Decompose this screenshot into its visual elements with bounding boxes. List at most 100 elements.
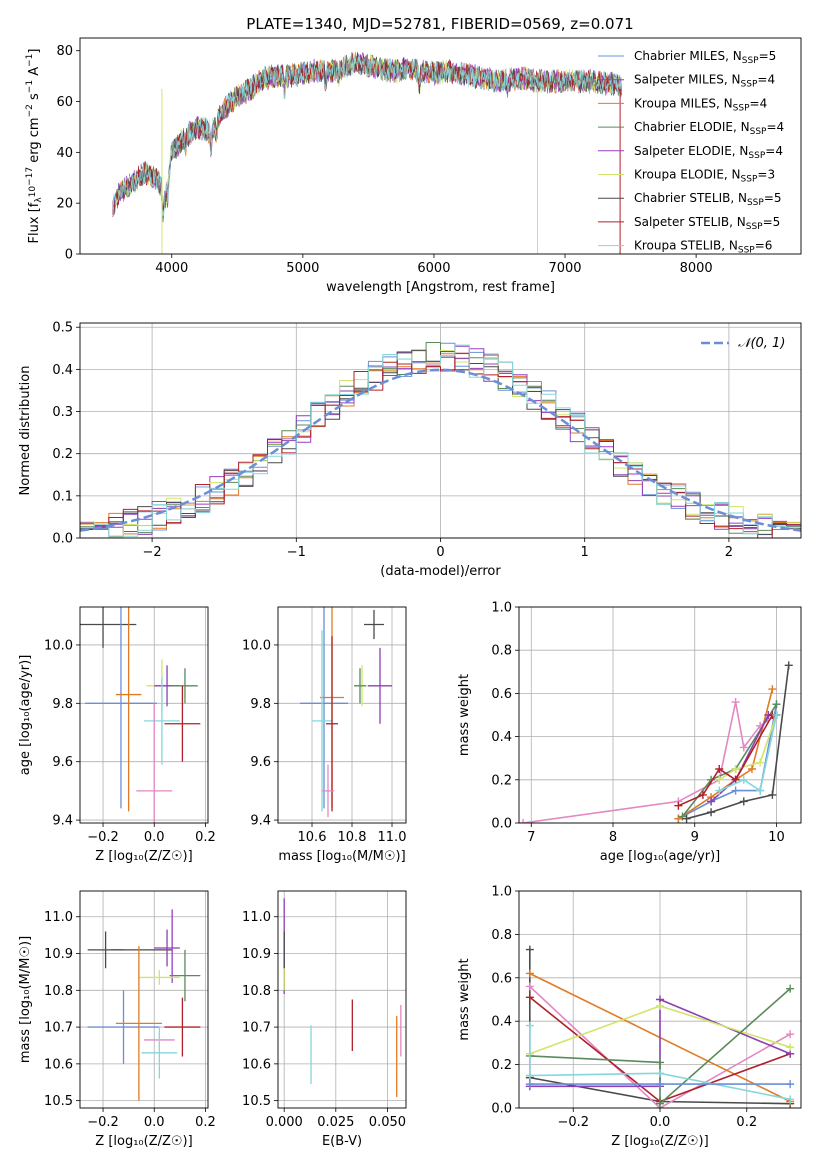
plus-marker xyxy=(656,1069,664,1078)
age_vs_Z-ylabel: age [log₁₀(age/yr)] xyxy=(18,655,33,776)
residuals-xtick-label: 1 xyxy=(581,545,589,560)
legend-label-suffix: =3 xyxy=(757,168,775,182)
residuals-xtick-label: 2 xyxy=(725,545,733,560)
weight_vs_Z-xtick-label: 0.2 xyxy=(736,1115,757,1130)
legend-label-main: Chabrier STELIB, N xyxy=(634,191,747,205)
legend-label-sub: SSP xyxy=(746,222,763,232)
legend-label-suffix: =4 xyxy=(757,73,775,87)
spectrum-xtick-label: 7000 xyxy=(548,261,581,276)
legend-label-main: Salpeter STELIB, N xyxy=(634,215,746,229)
legend-label-main: Salpeter MILES, N xyxy=(634,73,741,87)
plus-marker xyxy=(715,775,724,784)
legend-label: Salpeter MILES, NSSP=4 xyxy=(634,73,775,90)
legend-label-main: Kroupa MILES, N xyxy=(634,96,733,110)
legend-label-sub: SSP xyxy=(750,127,767,137)
weight_vs_Z-xtick-label: −0.2 xyxy=(557,1115,589,1130)
weight_vs_Z-ytick-label: 0.4 xyxy=(491,1015,512,1030)
plus-marker xyxy=(772,711,781,719)
age_vs_Z-ytick-label: 9.6 xyxy=(52,755,73,770)
plus-marker xyxy=(525,1021,534,1030)
plus-marker xyxy=(739,775,748,784)
spectrum-xtick-label: 5000 xyxy=(286,261,319,276)
weight_vs_Z-xlabel: Z [log₁₀(Z/Z☉)] xyxy=(611,1134,708,1149)
spectrum-ylabel-part: A xyxy=(27,67,42,80)
age_vs_mass-ytick-label: 9.6 xyxy=(250,755,271,770)
weight_vs_age-plot-area xyxy=(519,661,793,823)
mass_vs_Z-xtick-label: 0.0 xyxy=(144,1115,165,1130)
weight_vs_Z-plot-area xyxy=(525,945,795,1108)
age_vs_mass-ytick-label: 9.8 xyxy=(250,697,271,712)
legend-label: Salpeter STELIB, NSSP=5 xyxy=(634,215,780,232)
weight_vs_Z-ylabel: mass weight xyxy=(457,958,472,1040)
age_vs_Z-ytick-label: 10.0 xyxy=(44,638,73,653)
weight_vs_age-panel: 7 8 9 10 0.0 0.2 0.4 0.6 0.8 1.0 age [log₁₀(age/yr… xyxy=(457,601,802,864)
weight_vs_age-xlabel: age [log₁₀(age/yr)] xyxy=(600,849,721,864)
spectrum-xtick-label: 8000 xyxy=(680,261,713,276)
plus-marker xyxy=(656,1002,664,1011)
age_vs_mass-xtick-label: 10.8 xyxy=(338,830,367,845)
age_vs_mass-xlabel: mass [log₁₀(M/M☉)] xyxy=(278,849,405,864)
residuals-plot-area xyxy=(80,342,801,538)
age_vs_Z-xlabel: Z [log₁₀(Z/Z☉)] xyxy=(95,849,192,864)
spectrum-ylabel-part: 10 xyxy=(28,186,38,198)
legend-label-main: Kroupa ELODIE, N xyxy=(634,168,741,182)
legend-label: Chabrier MILES, NSSP=5 xyxy=(634,49,776,66)
weight_vs_age-xtick-label: 9 xyxy=(691,830,699,845)
weight_vs_Z-ytick-label: 0.8 xyxy=(491,928,512,943)
legend-label: Kroupa STELIB, NSSP=6 xyxy=(634,239,772,256)
plus-marker xyxy=(525,1080,534,1089)
spectrum-series-line xyxy=(112,55,622,217)
residuals-ytick-label: 0.1 xyxy=(52,489,73,504)
legend-label-suffix: =5 xyxy=(764,191,782,205)
spectrum-xtick-label: 4000 xyxy=(155,261,188,276)
plus-marker xyxy=(656,1099,664,1108)
axes-frame xyxy=(79,606,209,824)
spectrum-ytick-label: 20 xyxy=(56,197,73,212)
weight_vs_age-ytick-label: 0.6 xyxy=(491,687,512,702)
spectrum-ylabel-part: Flux [f xyxy=(27,202,42,243)
residuals-xtick-label: 0 xyxy=(436,545,444,560)
plus-marker xyxy=(707,797,716,806)
spectrum-ytick-label: 0 xyxy=(65,248,73,263)
plus-marker xyxy=(786,1080,795,1089)
plus-marker xyxy=(656,1058,664,1067)
plus-marker xyxy=(756,786,765,795)
plus-marker xyxy=(756,758,765,767)
age_vs_mass-xtick-label: 11.0 xyxy=(378,830,407,845)
weight_vs_age-ytick-label: 0.8 xyxy=(491,644,512,659)
plus-marker xyxy=(731,775,740,784)
legend-label-sub: SSP xyxy=(741,80,758,90)
age_vs_mass-ytick-label: 10.0 xyxy=(242,638,271,653)
weight_vs_age-xtick-label: 10 xyxy=(768,830,785,845)
spectrum-xlabel: wavelength [Angstrom, rest frame] xyxy=(326,280,555,295)
legend-label-sub: SSP xyxy=(738,246,755,256)
mass_vs_ebv-xlabel: E(B-V) xyxy=(322,1134,362,1149)
plus-marker xyxy=(682,814,691,823)
mass_vs_ebv-ytick-label: 10.9 xyxy=(242,947,271,962)
spectrum-ylabel-part: −17 xyxy=(25,167,35,186)
spectrum-xtick-label: 6000 xyxy=(417,261,450,276)
mass_vs_ebv-xtick-label: 0.025 xyxy=(317,1115,354,1130)
mass_vs_ebv-xtick-label: 0.000 xyxy=(266,1115,303,1130)
residuals-xtick-label: −2 xyxy=(143,545,162,560)
mass_vs_Z-ytick-label: 10.6 xyxy=(44,1057,73,1072)
residuals-ylabel: Normed distribution xyxy=(18,366,33,496)
mass_vs_ebv-ytick-label: 10.6 xyxy=(242,1057,271,1072)
legend-label-suffix: =4 xyxy=(765,144,783,158)
mass-weight-series-line xyxy=(529,985,791,1108)
legend-label: Chabrier STELIB, NSSP=5 xyxy=(634,191,782,208)
residuals-ytick-label: 0.5 xyxy=(52,321,73,336)
weight_vs_Z-ytick-label: 0.6 xyxy=(491,971,512,986)
mass_vs_ebv-ytick-label: 10.7 xyxy=(242,1021,271,1036)
plus-marker xyxy=(786,1043,795,1052)
plus-marker xyxy=(707,808,716,817)
plus-marker xyxy=(678,812,687,821)
spectrum-ylabel-part: λ xyxy=(34,197,44,203)
legend-label-sub: SSP xyxy=(741,175,758,185)
plus-marker xyxy=(525,982,534,991)
normal-distribution-curve xyxy=(80,368,801,532)
legend-label-sub: SSP xyxy=(733,103,750,113)
age_vs_Z-xtick-label: −0.2 xyxy=(87,830,119,845)
mass_vs_ebv-plot-area xyxy=(283,898,402,1097)
weight_vs_Z-panel: −0.2 0.0 0.2 0.0 0.2 0.4 0.6 0.8 1.0 Z [log₁₀(Z/Z… xyxy=(457,885,802,1149)
